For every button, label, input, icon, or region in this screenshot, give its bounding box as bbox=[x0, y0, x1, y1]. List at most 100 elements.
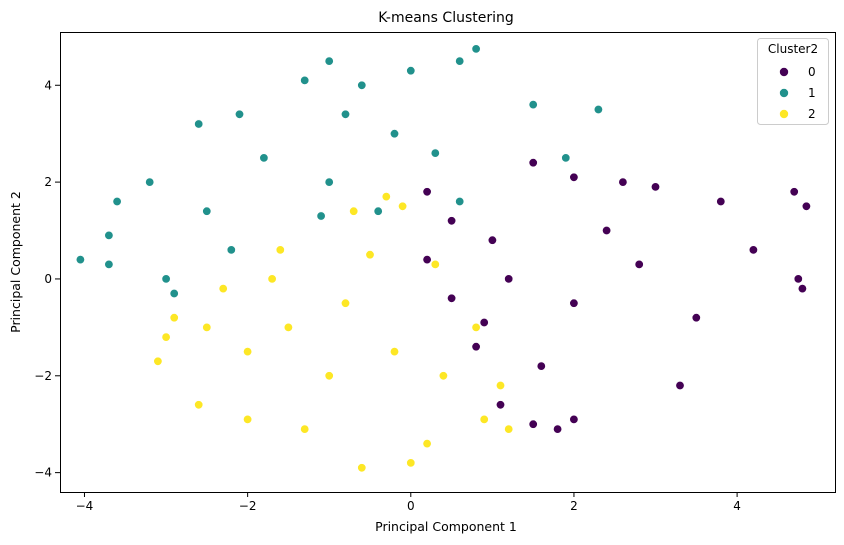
data-point bbox=[748, 245, 758, 255]
data-point bbox=[422, 187, 432, 197]
data-point bbox=[422, 255, 432, 265]
x-tick-label: −2 bbox=[239, 499, 257, 513]
y-tick-label: 4 bbox=[44, 78, 52, 92]
legend-marker-1 bbox=[779, 88, 789, 98]
data-point bbox=[593, 105, 603, 115]
x-axis-label: Principal Component 1 bbox=[375, 519, 517, 534]
data-point bbox=[569, 298, 579, 308]
data-point bbox=[300, 75, 310, 85]
data-point bbox=[235, 109, 245, 119]
series-2 bbox=[153, 192, 514, 473]
data-point bbox=[553, 424, 563, 434]
data-point bbox=[145, 177, 155, 187]
data-point bbox=[357, 80, 367, 90]
legend-title: Cluster2 bbox=[768, 42, 818, 56]
data-point bbox=[691, 313, 701, 323]
data-point bbox=[675, 380, 685, 390]
y-tick-label: 2 bbox=[44, 175, 52, 189]
data-point bbox=[340, 109, 350, 119]
data-point bbox=[406, 458, 416, 468]
data-point bbox=[398, 201, 408, 211]
data-point bbox=[528, 419, 538, 429]
data-point bbox=[447, 216, 457, 226]
data-point bbox=[430, 259, 440, 269]
data-point bbox=[373, 206, 383, 216]
data-point bbox=[479, 317, 489, 327]
data-point bbox=[471, 342, 481, 352]
data-point bbox=[793, 274, 803, 284]
data-point bbox=[455, 197, 465, 207]
data-point bbox=[169, 313, 179, 323]
data-point bbox=[112, 197, 122, 207]
data-point bbox=[471, 322, 481, 332]
data-point bbox=[389, 129, 399, 139]
data-point bbox=[194, 400, 204, 410]
data-point bbox=[324, 371, 334, 381]
data-point bbox=[349, 206, 359, 216]
data-point bbox=[153, 356, 163, 366]
data-point bbox=[479, 414, 489, 424]
data-point bbox=[226, 245, 236, 255]
data-point bbox=[430, 148, 440, 158]
data-point bbox=[283, 322, 293, 332]
data-point bbox=[243, 414, 253, 424]
data-point bbox=[365, 250, 375, 260]
x-tick-label: 2 bbox=[570, 499, 578, 513]
chart-title: K-means Clustering bbox=[378, 10, 514, 26]
data-point bbox=[504, 424, 514, 434]
data-point bbox=[438, 371, 448, 381]
data-point bbox=[650, 182, 660, 192]
legend: Cluster2 0 1 2 bbox=[757, 38, 829, 125]
y-axis-label: Principal Component 2 bbox=[8, 191, 23, 333]
plot-frame bbox=[60, 32, 836, 493]
data-point bbox=[495, 380, 505, 390]
legend-marker-0 bbox=[779, 67, 789, 77]
y-tick-label: −2 bbox=[34, 369, 52, 383]
y-tick-label: −4 bbox=[34, 466, 52, 480]
data-point bbox=[267, 274, 277, 284]
data-point bbox=[169, 288, 179, 298]
data-point bbox=[447, 293, 457, 303]
data-point bbox=[300, 424, 310, 434]
legend-label-1: 1 bbox=[808, 86, 816, 100]
data-point bbox=[495, 400, 505, 410]
data-point bbox=[243, 347, 253, 357]
data-point bbox=[471, 44, 481, 54]
data-point bbox=[634, 259, 644, 269]
data-point bbox=[202, 206, 212, 216]
series-0 bbox=[422, 158, 811, 434]
data-point bbox=[487, 235, 497, 245]
data-point bbox=[716, 197, 726, 207]
data-point bbox=[406, 66, 416, 76]
legend-marker-2 bbox=[779, 109, 789, 119]
data-point bbox=[455, 56, 465, 66]
legend-label-2: 2 bbox=[808, 107, 816, 121]
legend-label-0: 0 bbox=[808, 65, 816, 79]
legend-box bbox=[757, 38, 829, 125]
data-point bbox=[789, 187, 799, 197]
data-point bbox=[569, 414, 579, 424]
x-tick-label: 0 bbox=[407, 499, 415, 513]
y-axis: −4 −2 0 2 4 bbox=[34, 78, 60, 480]
data-point bbox=[536, 361, 546, 371]
data-point bbox=[569, 172, 579, 182]
data-point bbox=[602, 226, 612, 236]
data-point bbox=[275, 245, 285, 255]
data-point bbox=[75, 255, 85, 265]
x-tick-label: 4 bbox=[733, 499, 741, 513]
data-point bbox=[381, 192, 391, 202]
x-axis: −4 −2 0 2 4 bbox=[76, 492, 741, 513]
data-point bbox=[104, 230, 114, 240]
data-point bbox=[504, 274, 514, 284]
data-point bbox=[316, 211, 326, 221]
data-point bbox=[422, 439, 432, 449]
data-point bbox=[161, 332, 171, 342]
data-point bbox=[389, 347, 399, 357]
data-point bbox=[797, 284, 807, 294]
data-point bbox=[202, 322, 212, 332]
data-point bbox=[340, 298, 350, 308]
data-point bbox=[194, 119, 204, 129]
data-point bbox=[801, 201, 811, 211]
data-point bbox=[218, 284, 228, 294]
